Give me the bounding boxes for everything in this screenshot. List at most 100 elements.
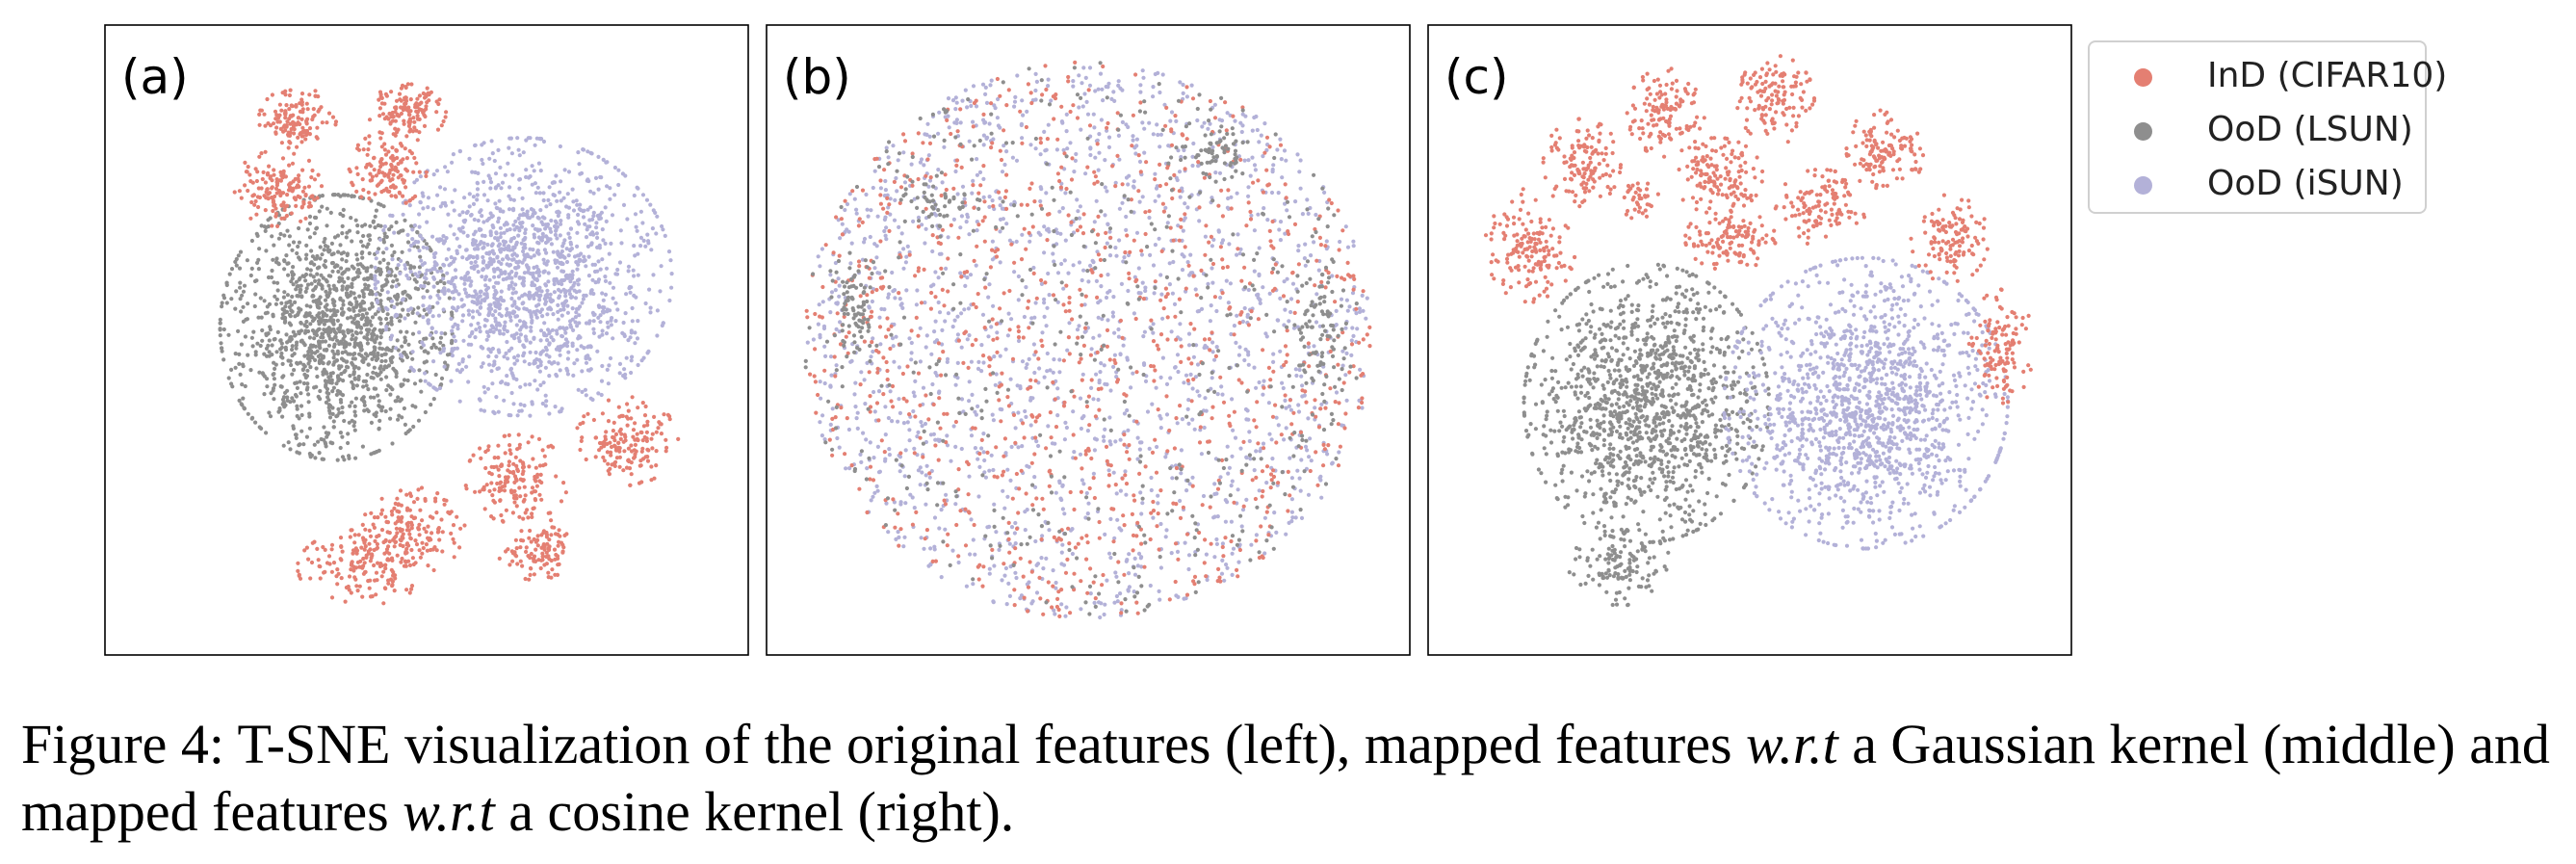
scatter-point-isun	[373, 282, 377, 287]
scatter-point-ind	[315, 125, 320, 130]
scatter-point-ind	[645, 419, 650, 424]
scatter-point-lsun	[388, 416, 393, 421]
scatter-point-ind	[419, 485, 425, 490]
scatter-point-isun	[883, 188, 888, 193]
scatter-point-lsun	[239, 309, 244, 314]
scatter-point-isun	[586, 274, 591, 278]
scatter-point-ind	[360, 565, 365, 570]
scatter-point-isun	[513, 266, 518, 271]
scatter-point-lsun	[318, 282, 324, 287]
scatter-point-ind	[540, 554, 545, 559]
scatter-point-ind	[319, 105, 324, 110]
scatter-point-ind	[273, 131, 278, 136]
scatter-point-lsun	[307, 214, 313, 219]
scatter-point-ind	[558, 534, 562, 538]
scatter-point-isun	[871, 494, 875, 499]
scatter-point-lsun	[346, 329, 351, 335]
scatter-point-isun	[1225, 500, 1230, 505]
scatter-point-isun	[475, 197, 480, 202]
scatter-point-lsun	[411, 424, 416, 430]
scatter-point-lsun	[439, 382, 444, 387]
scatter-point-isun	[489, 324, 494, 328]
scatter-point-ind	[544, 535, 549, 539]
scatter-point-ind	[329, 547, 334, 552]
scatter-point-lsun	[426, 281, 430, 286]
scatter-point-lsun	[334, 414, 339, 419]
scatter-point-ind	[624, 414, 629, 419]
scatter-point-isun	[575, 357, 580, 362]
scatter-point-lsun	[273, 260, 279, 265]
scatter-point-isun	[535, 185, 540, 190]
scatter-point-isun	[493, 171, 499, 176]
scatter-point-isun	[583, 387, 587, 392]
scatter-point-isun	[552, 360, 557, 365]
scatter-point-isun	[439, 289, 445, 294]
scatter-point-lsun	[332, 359, 337, 365]
scatter-point-lsun	[304, 252, 309, 257]
scatter-point-lsun	[304, 243, 309, 248]
scatter-point-ind	[609, 450, 613, 455]
scatter-point-lsun	[437, 347, 442, 352]
scatter-point-isun	[1127, 585, 1132, 589]
scatter-point-isun	[467, 204, 472, 209]
scatter-point-isun	[456, 361, 461, 366]
scatter-point-lsun	[340, 405, 345, 410]
scatter-point-isun	[528, 174, 533, 179]
scatter-point-lsun	[323, 236, 327, 242]
scatter-point-ind	[411, 500, 417, 505]
scatter-point-ind	[428, 536, 432, 541]
scatter-point-lsun	[274, 297, 279, 301]
scatter-point-isun	[583, 258, 587, 263]
scatter-point-isun	[1151, 132, 1156, 137]
scatter-point-isun	[481, 384, 486, 389]
scatter-point-isun	[635, 336, 640, 341]
scatter-point-isun	[547, 185, 552, 190]
scatter-point-isun	[659, 264, 664, 269]
scatter-point-isun	[502, 230, 507, 235]
scatter-point-lsun	[319, 335, 324, 340]
scatter-point-isun	[490, 223, 495, 228]
scatter-point-ind	[336, 571, 341, 576]
scatter-point-lsun	[365, 353, 370, 358]
scatter-point-isun	[418, 233, 423, 238]
scatter-point-isun	[612, 193, 617, 197]
scatter-point-isun	[489, 262, 494, 267]
scatter-point-ind	[379, 178, 384, 183]
scatter-point-ind	[293, 197, 299, 202]
scatter-point-isun	[438, 204, 443, 209]
scatter-point-isun	[488, 233, 493, 238]
scatter-point-lsun	[419, 389, 424, 394]
scatter-point-ind	[313, 89, 318, 93]
scatter-point-isun	[1212, 555, 1217, 560]
scatter-point-ind	[404, 156, 409, 161]
scatter-point-lsun	[264, 346, 270, 351]
scatter-point-lsun	[280, 402, 285, 406]
scatter-point-ind	[431, 567, 436, 573]
scatter-point-isun	[506, 161, 510, 166]
scatter-point-isun	[558, 260, 562, 266]
scatter-point-ind	[613, 448, 619, 453]
scatter-point-isun	[570, 187, 575, 192]
scatter-point-isun	[605, 320, 611, 325]
scatter-point-lsun	[285, 261, 290, 266]
scatter-point-lsun	[400, 249, 404, 254]
scatter-point-isun	[568, 240, 573, 245]
scatter-point-isun	[1121, 343, 1126, 348]
scatter-point-isun	[449, 255, 454, 260]
scatter-point-isun	[648, 310, 653, 315]
scatter-point-isun	[600, 332, 605, 337]
scatter-point-ind	[605, 450, 611, 455]
scatter-point-ind	[542, 563, 547, 567]
scatter-point-isun	[1205, 577, 1210, 583]
scatter-point-isun	[449, 280, 454, 286]
scatter-point-isun	[1092, 220, 1097, 224]
scatter-point-ind	[530, 490, 534, 495]
scatter-point-isun	[475, 187, 481, 192]
scatter-point-isun	[605, 367, 610, 372]
scatter-point-ind	[284, 103, 289, 108]
scatter-point-isun	[565, 340, 570, 345]
scatter-point-lsun	[360, 255, 365, 260]
scatter-point-isun	[528, 382, 533, 387]
scatter-point-isun	[1142, 150, 1147, 155]
scatter-point-ind	[269, 174, 273, 179]
